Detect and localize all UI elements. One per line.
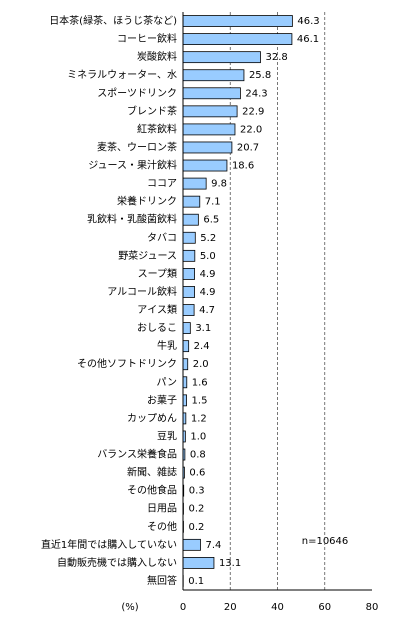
value-label: 22.0 xyxy=(240,124,262,135)
bar xyxy=(183,305,194,316)
x-tick-label: 80 xyxy=(366,602,379,613)
bar xyxy=(183,196,200,207)
y-tick-label: タバコ xyxy=(147,232,177,244)
value-label: 18.6 xyxy=(232,161,254,172)
bar xyxy=(183,160,227,171)
value-label: 0.3 xyxy=(189,486,205,497)
bar xyxy=(183,214,198,225)
bar xyxy=(183,142,232,153)
value-label: 4.9 xyxy=(200,269,216,280)
y-tick-label: その他食品 xyxy=(127,484,177,497)
y-tick-label: 直近1年間では購入していない xyxy=(41,538,177,551)
y-tick-label: 紅茶飲料 xyxy=(137,122,177,135)
value-label: 24.3 xyxy=(245,88,267,99)
y-tick-label: ココア xyxy=(147,179,177,190)
value-label: 2.4 xyxy=(194,341,210,352)
value-label: 7.4 xyxy=(205,540,221,551)
bar xyxy=(183,52,260,63)
bar xyxy=(183,323,190,334)
y-tick-label: おしるこ xyxy=(137,322,177,334)
value-label: 0.6 xyxy=(189,468,205,479)
y-tick-label: アイス類 xyxy=(137,304,177,316)
value-label: 6.5 xyxy=(203,215,219,226)
y-tick-label: 乳飲料・乳酸菌飲料 xyxy=(87,213,177,226)
value-label: 0.2 xyxy=(188,504,204,515)
value-label: 13.1 xyxy=(219,558,241,569)
y-tick-label: 牛乳 xyxy=(157,339,177,352)
bar xyxy=(183,88,240,99)
y-tick-label: コーヒー飲料 xyxy=(117,32,177,45)
value-label: 1.0 xyxy=(190,431,206,442)
x-tick-label: 40 xyxy=(271,602,284,613)
x-tick-label: 20 xyxy=(224,602,237,613)
bar xyxy=(183,106,237,117)
y-tick-label: その他 xyxy=(147,520,177,533)
bar xyxy=(183,16,292,27)
y-tick-label: お菓子 xyxy=(147,394,177,406)
value-label: 1.6 xyxy=(192,377,208,388)
value-label: 3.1 xyxy=(195,323,211,334)
y-tick-label: 麦茶、ウーロン茶 xyxy=(97,140,177,153)
y-tick-label: 新聞、雑誌 xyxy=(127,466,177,479)
y-tick-label: 自動販売機では購入しない xyxy=(57,556,177,569)
x-tick-label: 0 xyxy=(180,602,186,613)
value-label: 1.2 xyxy=(191,413,207,424)
bar xyxy=(183,250,195,261)
value-label: 46.1 xyxy=(297,34,319,45)
bar xyxy=(183,395,187,406)
value-label: 2.0 xyxy=(193,359,209,370)
bar xyxy=(183,359,188,370)
value-label: 46.3 xyxy=(297,16,319,27)
value-label: 0.1 xyxy=(188,576,204,587)
y-tick-label: 日用品 xyxy=(147,503,177,515)
y-tick-label: ミネラルウォーター、水 xyxy=(67,69,177,81)
value-label: 1.5 xyxy=(192,395,208,406)
y-tick-label: 野菜ジュース xyxy=(118,250,177,262)
y-tick-label: スポーツドリンク xyxy=(97,87,177,99)
value-label: 7.1 xyxy=(205,197,221,208)
value-label: 4.9 xyxy=(200,287,216,298)
value-label: 4.7 xyxy=(199,305,215,316)
y-tick-label: アルコール飲料 xyxy=(107,285,177,298)
y-tick-label: パン xyxy=(157,376,178,388)
bar xyxy=(183,34,292,45)
bar xyxy=(183,341,189,352)
y-tick-label: 栄養ドリンク xyxy=(117,195,177,208)
bar xyxy=(183,557,214,568)
value-label: 9.8 xyxy=(211,179,227,190)
y-tick-label: 無回答 xyxy=(147,574,177,587)
value-label: 20.7 xyxy=(237,142,259,153)
y-tick-label: カップめん xyxy=(127,412,177,424)
value-label: 5.0 xyxy=(200,251,216,262)
y-tick-label: 豆乳 xyxy=(157,429,177,442)
value-label: 32.8 xyxy=(265,52,287,63)
bar xyxy=(183,539,200,550)
value-label: 5.2 xyxy=(200,233,216,244)
value-label: 0.8 xyxy=(190,450,206,461)
y-tick-label: ブレンド茶 xyxy=(127,104,177,117)
y-tick-label: バランス栄養食品 xyxy=(97,448,177,461)
y-tick-label: ジュース・果汁飲料 xyxy=(88,159,177,172)
bar xyxy=(183,124,235,135)
y-tick-label: その他ソフトドリンク xyxy=(77,357,177,370)
y-tick-label: 炭酸飲料 xyxy=(137,50,177,63)
y-tick-label: 日本茶(緑茶、ほうじ茶など) xyxy=(49,14,177,27)
value-label: 22.9 xyxy=(242,106,264,117)
bar xyxy=(183,286,195,297)
bar xyxy=(183,232,195,243)
bar xyxy=(183,178,206,189)
bar xyxy=(183,268,195,279)
x-axis-label: (%) xyxy=(121,602,138,613)
value-label: 25.8 xyxy=(249,70,271,81)
y-tick-label: スープ類 xyxy=(138,268,177,280)
bar xyxy=(183,70,244,81)
x-tick-label: 60 xyxy=(318,602,331,613)
value-label: 0.2 xyxy=(188,522,204,533)
bar xyxy=(183,377,187,388)
